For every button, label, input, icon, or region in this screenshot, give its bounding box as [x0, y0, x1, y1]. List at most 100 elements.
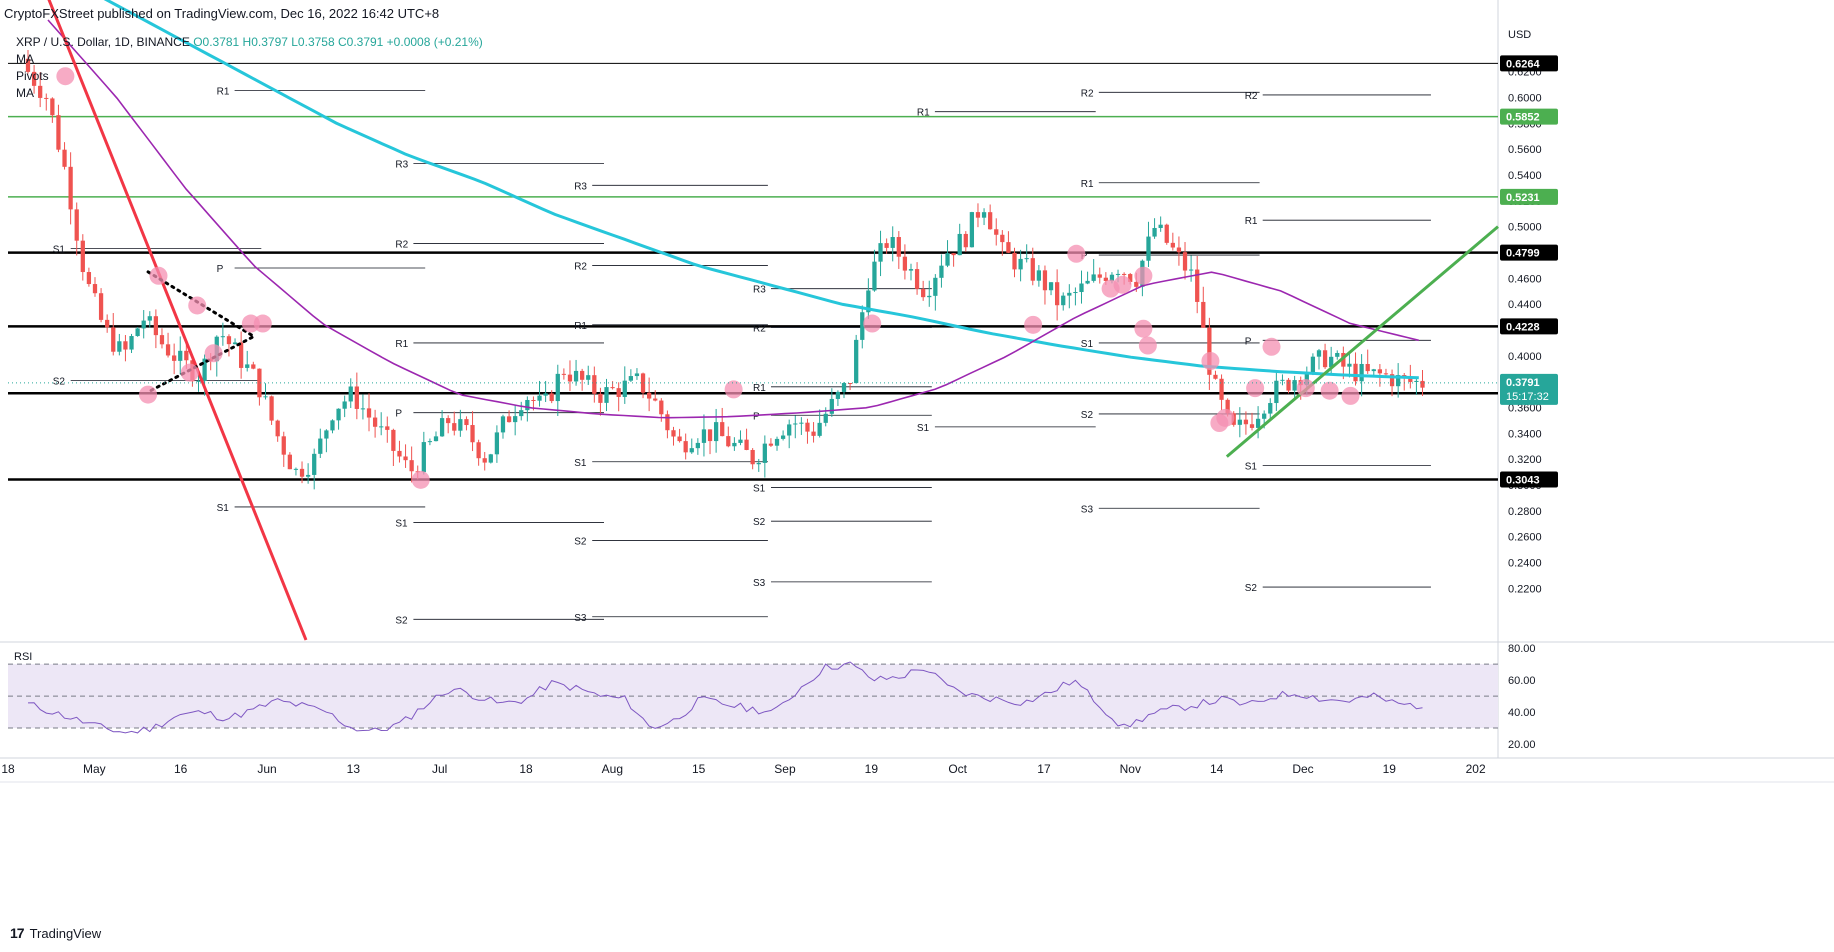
level-price-tag — [1500, 55, 1558, 72]
candle-body — [1219, 378, 1224, 400]
candle-body — [823, 413, 828, 423]
price-tick-label: 0.2600 — [1508, 532, 1542, 544]
candle-body — [1341, 352, 1346, 367]
legend-pivots[interactable]: Pivots — [16, 69, 49, 83]
candle-body — [1182, 252, 1188, 271]
legend-symbol-row[interactable]: XRP / U.S. Dollar, 1D, BINANCE O0.3781 H… — [16, 34, 483, 51]
rsi-band — [8, 664, 1498, 729]
candle-body — [1152, 227, 1157, 237]
candle-body — [653, 398, 658, 401]
candle-body — [988, 212, 993, 230]
candle-body — [598, 393, 603, 403]
candle-body — [275, 420, 280, 437]
candle-body — [847, 383, 853, 385]
legend-ma-2[interactable]: MA — [16, 86, 34, 100]
candle-body — [573, 370, 579, 382]
candle-body — [610, 387, 615, 389]
uptrend-line — [1225, 225, 1499, 458]
touch-marker — [56, 67, 75, 86]
candle-body — [738, 439, 743, 443]
candle-body — [330, 420, 335, 431]
rsi-label: RSI — [14, 651, 32, 663]
time-tick-label: Jul — [432, 762, 447, 776]
pivot-label: R1 — [574, 321, 587, 332]
candle-body — [580, 370, 585, 380]
candle-body — [604, 387, 609, 403]
candle-body — [744, 439, 749, 450]
candle-body — [1006, 242, 1011, 253]
candle-body — [324, 430, 329, 439]
tradingview-footer[interactable]: 17 TradingView — [10, 925, 101, 941]
candle-body — [1213, 374, 1218, 379]
pivot-label: S3 — [574, 613, 587, 624]
candle-body — [994, 229, 999, 235]
candle-body — [506, 416, 512, 423]
candle-body — [105, 319, 110, 328]
candle-body — [1377, 369, 1383, 374]
candle-body — [640, 373, 646, 393]
candle-body — [409, 460, 414, 472]
level-price-tag — [1500, 471, 1558, 488]
candle-body — [1280, 379, 1285, 381]
candle-body — [372, 417, 378, 427]
candle-body — [476, 442, 481, 459]
candle-body — [470, 425, 475, 443]
candle-body — [1055, 282, 1060, 306]
candle-body — [25, 58, 31, 72]
time-tick-label: 15 — [692, 762, 706, 776]
candle-body — [74, 209, 79, 241]
legend-ma-1[interactable]: MA — [16, 52, 34, 66]
price-tick-label: 0.2200 — [1508, 583, 1542, 595]
touch-marker — [188, 296, 207, 315]
candle-body — [1115, 273, 1121, 275]
time-tick-label: Sep — [774, 762, 796, 776]
time-tick-label: Oct — [948, 762, 967, 776]
candle-body — [263, 396, 268, 398]
chart-legend: XRP / U.S. Dollar, 1D, BINANCE O0.3781 H… — [16, 34, 483, 102]
candle-body — [366, 408, 372, 418]
candle-body — [1030, 258, 1035, 281]
candle-body — [1024, 258, 1029, 260]
price-tick-label: 0.4400 — [1508, 299, 1542, 311]
candle-body — [1237, 419, 1242, 425]
pivot-label: S2 — [53, 376, 66, 387]
candle-body — [805, 422, 810, 432]
pivot-label: P — [1245, 336, 1252, 347]
candle-body — [1365, 363, 1370, 372]
touch-marker — [1067, 244, 1086, 263]
last-price-label: 0.3791 — [1506, 377, 1540, 389]
pivot-label: S1 — [1081, 339, 1094, 350]
candle-body — [616, 388, 621, 397]
candle-body — [1255, 418, 1261, 428]
candle-body — [774, 438, 780, 446]
time-tick-label: Aug — [602, 762, 623, 776]
candle-body — [866, 290, 871, 313]
last-price-tag — [1500, 373, 1558, 405]
touch-marker — [1216, 408, 1235, 427]
candle-body — [62, 149, 67, 167]
price-tick-label: 0.4000 — [1508, 351, 1542, 363]
candle-body — [1304, 372, 1309, 386]
candle-body — [555, 373, 560, 402]
candle-body — [860, 312, 865, 340]
candle-body — [628, 376, 633, 381]
touch-marker — [1134, 319, 1153, 338]
candle-body — [1353, 363, 1358, 382]
candle-body — [945, 253, 950, 266]
level-price-tag — [1500, 108, 1558, 125]
candle-body — [1371, 369, 1376, 372]
candle-body — [537, 395, 542, 401]
candle-body — [768, 443, 774, 446]
candle-body — [933, 277, 938, 296]
candle-body — [433, 436, 439, 442]
candle-body — [908, 269, 914, 271]
candle-body — [1316, 350, 1322, 357]
tradingview-brand: TradingView — [29, 925, 102, 941]
candle-body — [38, 85, 43, 98]
time-tick-label: 14 — [1210, 762, 1224, 776]
candle-body — [872, 261, 877, 291]
price-tick-label: 0.5600 — [1508, 144, 1542, 156]
candle-body — [1103, 277, 1108, 282]
